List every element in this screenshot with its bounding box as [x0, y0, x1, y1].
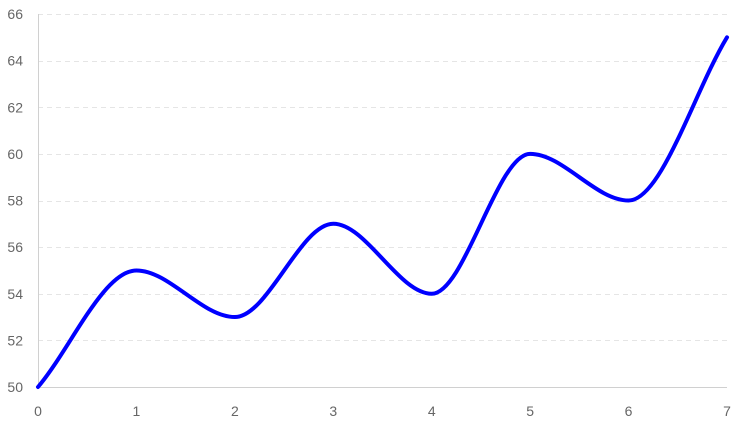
x-tick-label-3: 3 — [329, 403, 337, 419]
x-tick-label-4: 4 — [428, 403, 436, 419]
y-tick-label-58: 58 — [7, 193, 23, 209]
data-point-7 — [725, 35, 729, 39]
y-axis-tick-labels: 50 52 54 56 58 60 62 64 66 — [7, 6, 23, 395]
x-tick-label-6: 6 — [625, 403, 633, 419]
data-point-5 — [528, 152, 532, 156]
y-tick-label-56: 56 — [7, 239, 23, 255]
data-point-1 — [134, 268, 138, 272]
y-tick-label-64: 64 — [7, 53, 23, 69]
series-line-0 — [36, 35, 729, 389]
data-point-4 — [430, 292, 434, 296]
x-tick-label-7: 7 — [723, 403, 731, 419]
y-tick-label-60: 60 — [7, 146, 23, 162]
y-tick-label-62: 62 — [7, 99, 23, 115]
x-tick-label-2: 2 — [231, 403, 239, 419]
y-tick-label-54: 54 — [7, 286, 23, 302]
x-tick-label-1: 1 — [133, 403, 141, 419]
data-point-6 — [627, 199, 631, 203]
series-layer — [36, 35, 729, 389]
y-tick-label-66: 66 — [7, 6, 23, 22]
x-tick-label-5: 5 — [526, 403, 534, 419]
data-point-2 — [233, 315, 237, 319]
axes — [38, 14, 727, 388]
x-tick-label-0: 0 — [34, 403, 42, 419]
y-tick-label-50: 50 — [7, 379, 23, 395]
y-tick-label-52: 52 — [7, 332, 23, 348]
x-axis-tick-labels: 0 1 2 3 4 5 6 7 — [34, 403, 731, 419]
data-point-0 — [36, 385, 40, 389]
data-point-3 — [331, 222, 335, 226]
grid-lines — [38, 14, 727, 341]
